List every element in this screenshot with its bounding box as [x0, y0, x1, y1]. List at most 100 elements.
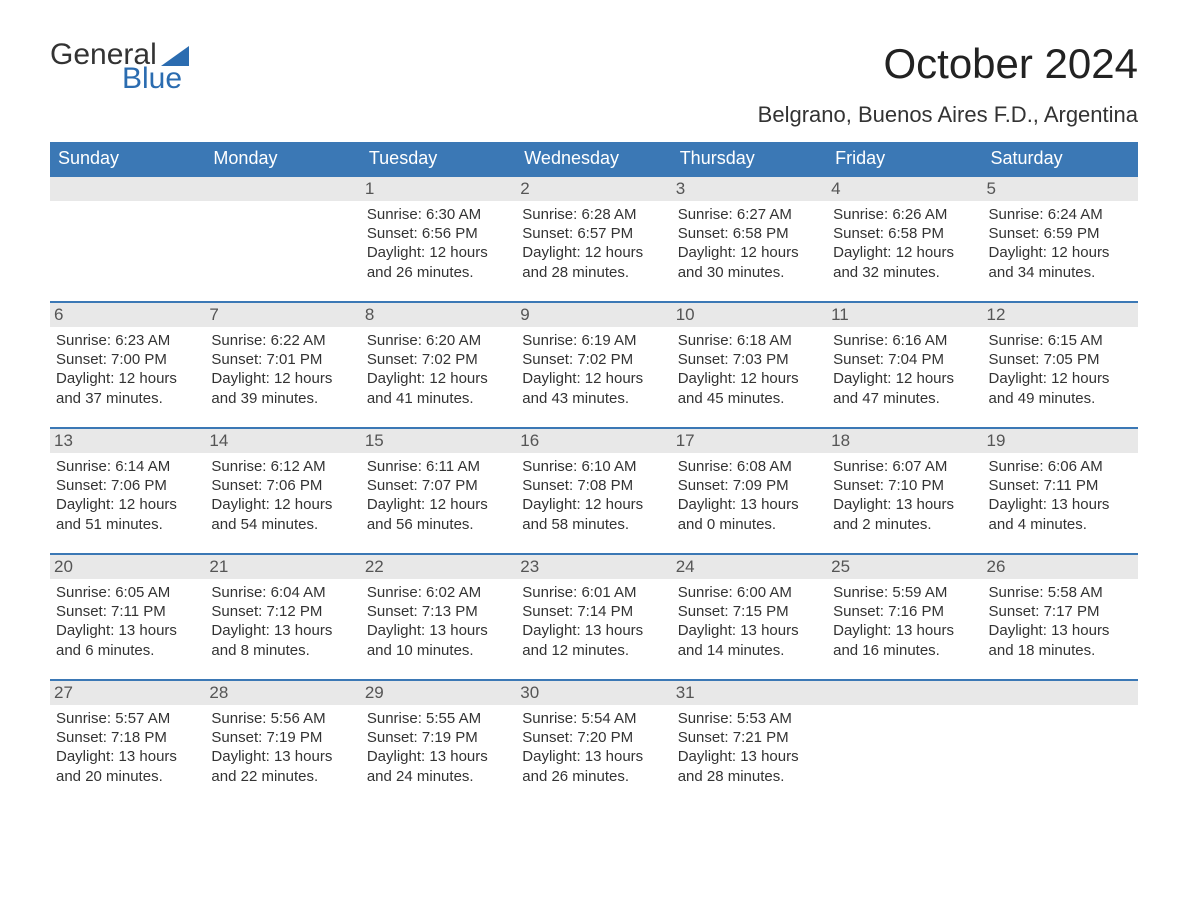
sunrise-line: Sunrise: 6:07 AM	[833, 457, 976, 476]
day-cell: 4Sunrise: 6:26 AMSunset: 6:58 PMDaylight…	[827, 177, 982, 301]
sunrise-line: Sunrise: 6:24 AM	[989, 205, 1132, 224]
sunrise-line: Sunrise: 5:57 AM	[56, 709, 199, 728]
sunset-line: Sunset: 7:03 PM	[678, 350, 821, 369]
sunrise-line: Sunrise: 6:10 AM	[522, 457, 665, 476]
daylight-line: Daylight: 12 hours and 34 minutes.	[989, 243, 1132, 281]
sunrise-line: Sunrise: 6:15 AM	[989, 331, 1132, 350]
sunrise-line: Sunrise: 6:28 AM	[522, 205, 665, 224]
day-content: Sunrise: 6:28 AMSunset: 6:57 PMDaylight:…	[522, 205, 665, 282]
daylight-line: Daylight: 13 hours and 6 minutes.	[56, 621, 199, 659]
sunset-line: Sunset: 7:05 PM	[989, 350, 1132, 369]
sunrise-line: Sunrise: 5:54 AM	[522, 709, 665, 728]
week-row: 1Sunrise: 6:30 AMSunset: 6:56 PMDaylight…	[50, 175, 1138, 301]
sunset-line: Sunset: 6:57 PM	[522, 224, 665, 243]
sunrise-line: Sunrise: 6:23 AM	[56, 331, 199, 350]
sunrise-line: Sunrise: 6:01 AM	[522, 583, 665, 602]
day-cell: 19 Sunrise: 6:06 AMSunset: 7:11 PMDayligh…	[983, 429, 1138, 553]
day-number: 2	[516, 177, 671, 201]
sunset-line: Sunset: 7:11 PM	[989, 476, 1132, 495]
dow-cell: Friday	[827, 142, 982, 175]
day-of-week-header: SundayMondayTuesdayWednesdayThursdayFrid…	[50, 142, 1138, 175]
sunset-line: Sunset: 7:08 PM	[522, 476, 665, 495]
day-content: Sunrise: 5:55 AMSunset: 7:19 PMDaylight:…	[367, 709, 510, 786]
daylight-line: Daylight: 13 hours and 22 minutes.	[211, 747, 354, 785]
day-number: 26	[983, 555, 1138, 579]
sunrise-line: Sunrise: 6:11 AM	[367, 457, 510, 476]
sunset-line: Sunset: 7:07 PM	[367, 476, 510, 495]
page-subtitle: Belgrano, Buenos Aires F.D., Argentina	[758, 102, 1138, 128]
sunset-line: Sunset: 7:19 PM	[367, 728, 510, 747]
sunrise-line: Sunrise: 5:55 AM	[367, 709, 510, 728]
week-row: 13Sunrise: 6:14 AMSunset: 7:06 PMDayligh…	[50, 427, 1138, 553]
day-number	[50, 177, 205, 201]
day-cell: 1Sunrise: 6:30 AMSunset: 6:56 PMDaylight…	[361, 177, 516, 301]
daylight-line: Daylight: 12 hours and 41 minutes.	[367, 369, 510, 407]
day-cell: 14Sunrise: 6:12 AMSunset: 7:06 PMDayligh…	[205, 429, 360, 553]
day-cell	[983, 681, 1138, 805]
day-number: 22	[361, 555, 516, 579]
sunset-line: Sunset: 7:19 PM	[211, 728, 354, 747]
day-number: 16	[516, 429, 671, 453]
day-content: Sunrise: 6:15 AMSunset: 7:05 PMDaylight:…	[989, 331, 1132, 408]
sunset-line: Sunset: 7:09 PM	[678, 476, 821, 495]
daylight-line: Daylight: 12 hours and 49 minutes.	[989, 369, 1132, 407]
day-number	[983, 681, 1138, 705]
sunset-line: Sunset: 7:14 PM	[522, 602, 665, 621]
day-number: 9	[516, 303, 671, 327]
day-number: 3	[672, 177, 827, 201]
sunset-line: Sunset: 7:13 PM	[367, 602, 510, 621]
sunset-line: Sunset: 7:06 PM	[56, 476, 199, 495]
day-number: 10	[672, 303, 827, 327]
day-cell: 13Sunrise: 6:14 AMSunset: 7:06 PMDayligh…	[50, 429, 205, 553]
day-content: Sunrise: 6:04 AMSunset: 7:12 PMDaylight:…	[211, 583, 354, 660]
daylight-line: Daylight: 13 hours and 24 minutes.	[367, 747, 510, 785]
week-row: 6Sunrise: 6:23 AMSunset: 7:00 PMDaylight…	[50, 301, 1138, 427]
day-content: Sunrise: 6:20 AMSunset: 7:02 PMDaylight:…	[367, 331, 510, 408]
day-number: 31	[672, 681, 827, 705]
sunset-line: Sunset: 6:58 PM	[833, 224, 976, 243]
day-number: 19	[983, 429, 1138, 453]
day-content: Sunrise: 6:22 AMSunset: 7:01 PMDaylight:…	[211, 331, 354, 408]
sunset-line: Sunset: 6:58 PM	[678, 224, 821, 243]
day-cell: 2 Sunrise: 6:28 AMSunset: 6:57 PMDaylight…	[516, 177, 671, 301]
day-number: 24	[672, 555, 827, 579]
day-content: Sunrise: 5:54 AMSunset: 7:20 PMDaylight:…	[522, 709, 665, 786]
sunrise-line: Sunrise: 6:00 AM	[678, 583, 821, 602]
daylight-line: Daylight: 12 hours and 39 minutes.	[211, 369, 354, 407]
day-number: 21	[205, 555, 360, 579]
header: General Blue October 2024 Belgrano, Buen…	[50, 40, 1138, 136]
day-cell: 11Sunrise: 6:16 AMSunset: 7:04 PMDayligh…	[827, 303, 982, 427]
sunrise-line: Sunrise: 6:04 AM	[211, 583, 354, 602]
sunrise-line: Sunrise: 6:02 AM	[367, 583, 510, 602]
sunset-line: Sunset: 7:15 PM	[678, 602, 821, 621]
day-content: Sunrise: 6:06 AMSunset: 7:11 PMDaylight:…	[989, 457, 1132, 534]
day-content: Sunrise: 6:26 AMSunset: 6:58 PMDaylight:…	[833, 205, 976, 282]
day-cell: 17Sunrise: 6:08 AMSunset: 7:09 PMDayligh…	[672, 429, 827, 553]
daylight-line: Daylight: 12 hours and 43 minutes.	[522, 369, 665, 407]
day-cell: 16Sunrise: 6:10 AMSunset: 7:08 PMDayligh…	[516, 429, 671, 553]
day-cell: 25 Sunrise: 5:59 AMSunset: 7:16 PMDayligh…	[827, 555, 982, 679]
sunrise-line: Sunrise: 6:06 AM	[989, 457, 1132, 476]
daylight-line: Daylight: 13 hours and 18 minutes.	[989, 621, 1132, 659]
daylight-line: Daylight: 13 hours and 10 minutes.	[367, 621, 510, 659]
day-content: Sunrise: 6:16 AMSunset: 7:04 PMDaylight:…	[833, 331, 976, 408]
sunrise-line: Sunrise: 6:14 AM	[56, 457, 199, 476]
day-number: 25	[827, 555, 982, 579]
daylight-line: Daylight: 12 hours and 30 minutes.	[678, 243, 821, 281]
daylight-line: Daylight: 13 hours and 16 minutes.	[833, 621, 976, 659]
sunset-line: Sunset: 7:16 PM	[833, 602, 976, 621]
logo: General Blue	[50, 40, 189, 94]
sunrise-line: Sunrise: 5:59 AM	[833, 583, 976, 602]
day-cell	[827, 681, 982, 805]
sunrise-line: Sunrise: 6:16 AM	[833, 331, 976, 350]
sunrise-line: Sunrise: 6:12 AM	[211, 457, 354, 476]
day-content: Sunrise: 6:11 AMSunset: 7:07 PMDaylight:…	[367, 457, 510, 534]
logo-word-blue: Blue	[122, 64, 189, 94]
day-cell: 20Sunrise: 6:05 AMSunset: 7:11 PMDayligh…	[50, 555, 205, 679]
day-content: Sunrise: 6:18 AMSunset: 7:03 PMDaylight:…	[678, 331, 821, 408]
sunset-line: Sunset: 7:18 PM	[56, 728, 199, 747]
day-number: 8	[361, 303, 516, 327]
dow-cell: Monday	[205, 142, 360, 175]
day-cell: 8 Sunrise: 6:20 AMSunset: 7:02 PMDaylight…	[361, 303, 516, 427]
day-cell: 28Sunrise: 5:56 AMSunset: 7:19 PMDayligh…	[205, 681, 360, 805]
